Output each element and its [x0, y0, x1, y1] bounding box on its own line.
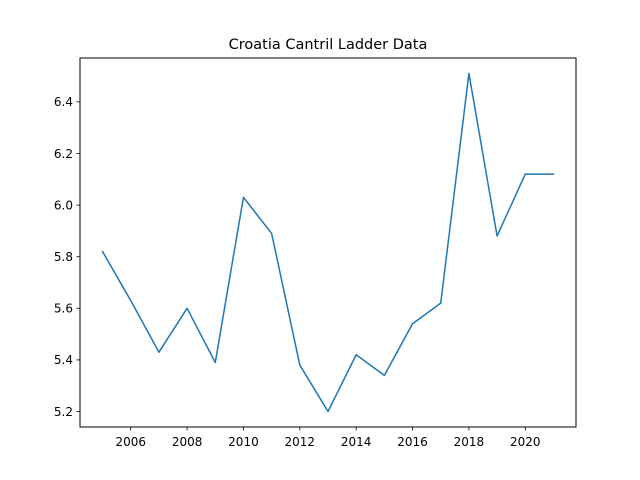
x-tick-label: 2006	[115, 435, 146, 449]
x-tick-label: 2014	[341, 435, 372, 449]
chart-title: Croatia Cantril Ladder Data	[229, 37, 428, 53]
y-tick-label: 5.4	[54, 353, 73, 367]
x-tick-label: 2012	[285, 435, 316, 449]
series-line-1	[101, 72, 555, 413]
y-tick-label: 6.4	[54, 95, 73, 109]
y-tick-label: 5.2	[54, 405, 73, 419]
y-tick-label: 6.2	[54, 147, 73, 161]
x-tick-label: 2016	[397, 435, 428, 449]
y-tick-label: 5.8	[54, 250, 73, 264]
y-tick-label: 5.6	[54, 302, 73, 316]
x-tick-label: 2018	[454, 435, 485, 449]
x-tick-label: 2010	[228, 435, 259, 449]
y-tick-label: 6.0	[54, 198, 73, 212]
x-axis-ticks: 2006 2008 2010 2012 2014 2016 2018 2020	[115, 427, 541, 449]
plot-area-frame	[79, 57, 577, 428]
series-layer	[101, 72, 555, 413]
y-axis-ticks: 5.2 5.4 5.6 5.8 6.0 6.2 6.4	[54, 95, 80, 419]
x-tick-label: 2020	[510, 435, 541, 449]
x-tick-label: 2008	[172, 435, 203, 449]
